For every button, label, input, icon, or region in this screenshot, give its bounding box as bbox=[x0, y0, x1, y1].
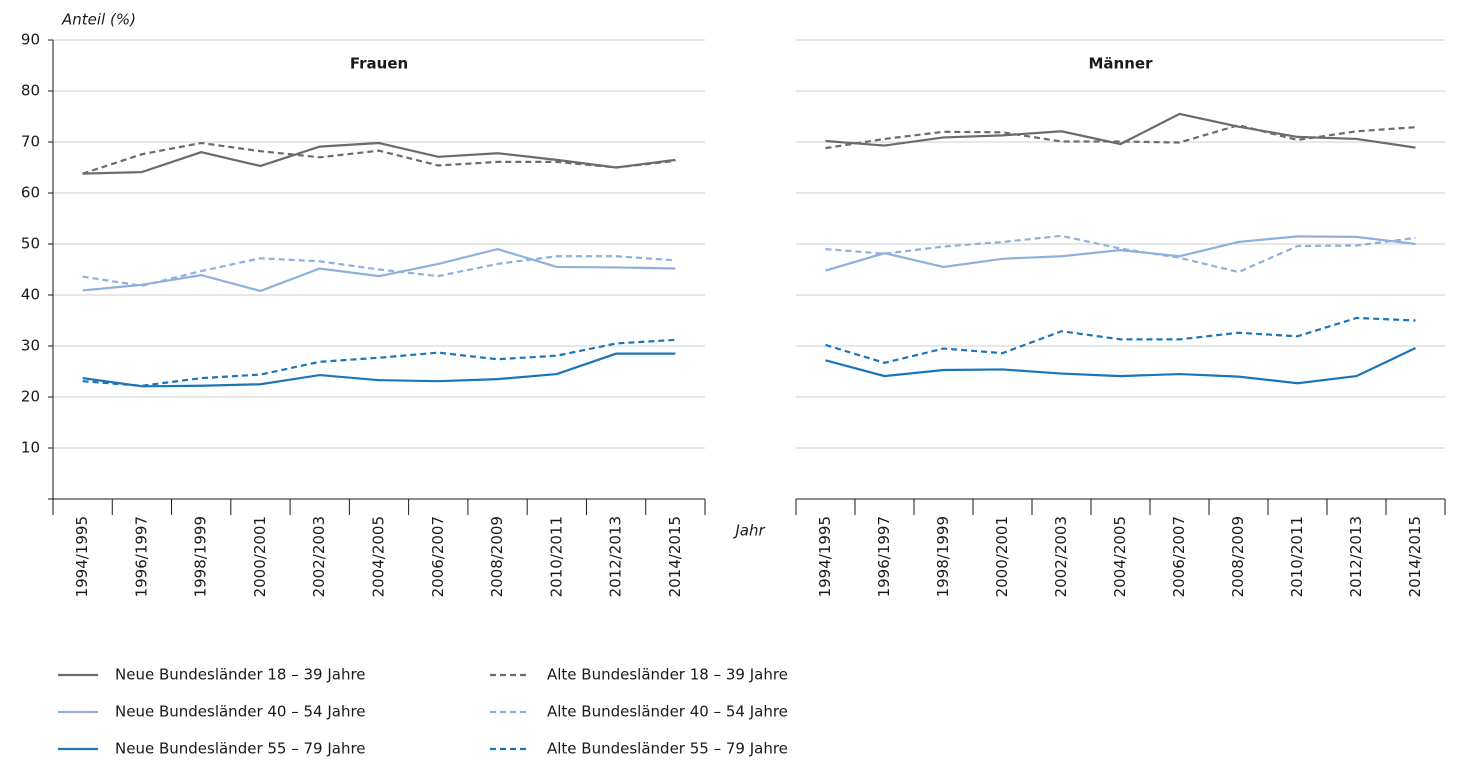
x-tick-label: 2008/2009 bbox=[488, 516, 506, 597]
line-series bbox=[825, 234, 1416, 274]
legend-label: Alte Bundesländer 40 – 54 Jahre bbox=[547, 703, 788, 721]
x-tick-label: 2000/2001 bbox=[993, 516, 1011, 597]
y-tick-label: 70 bbox=[21, 133, 40, 151]
x-tick-label: 1994/1995 bbox=[816, 516, 834, 597]
y-tick-label: 50 bbox=[21, 235, 40, 253]
line-series bbox=[825, 235, 1416, 272]
line-series bbox=[825, 316, 1416, 364]
x-tick-label: 1998/1999 bbox=[934, 516, 952, 597]
y-tick-label: 20 bbox=[21, 388, 40, 406]
x-tick-label: 2004/2005 bbox=[370, 516, 388, 597]
line-series bbox=[825, 112, 1416, 149]
y-tick-label: 80 bbox=[21, 82, 40, 100]
legend-label: Alte Bundesländer 55 – 79 Jahre bbox=[547, 740, 788, 758]
x-tick-label: 2004/2005 bbox=[1111, 516, 1129, 597]
legend-label: Alte Bundesländer 18 – 39 Jahre bbox=[547, 666, 788, 684]
x-tick-label: 1994/1995 bbox=[73, 516, 91, 597]
x-tick-label: 2012/2013 bbox=[1347, 516, 1365, 597]
y-axis-label: Anteil (%) bbox=[61, 11, 136, 29]
x-tick-label: 1998/1999 bbox=[192, 516, 210, 597]
x-tick-label: 2002/2003 bbox=[310, 516, 328, 597]
x-tick-label: 2014/2015 bbox=[1406, 516, 1424, 597]
y-tick-label: 40 bbox=[21, 286, 40, 304]
x-tick-label: 2000/2001 bbox=[251, 516, 269, 597]
line-series bbox=[82, 247, 676, 293]
x-tick-label: 2002/2003 bbox=[1052, 516, 1070, 597]
line-series bbox=[82, 255, 676, 287]
x-tick-label: 2014/2015 bbox=[666, 516, 684, 597]
panel-title: Männer bbox=[1089, 55, 1154, 73]
legend-label: Neue Bundesländer 55 – 79 Jahre bbox=[115, 740, 366, 758]
y-tick-label: 60 bbox=[21, 184, 40, 202]
x-tick-label: 2010/2011 bbox=[1288, 516, 1306, 597]
x-tick-label: 1996/1997 bbox=[875, 516, 893, 597]
x-axis-label: Jahr bbox=[732, 522, 765, 540]
legend-label: Neue Bundesländer 18 – 39 Jahre bbox=[115, 666, 366, 684]
y-tick-label: 90 bbox=[21, 31, 40, 49]
line-series bbox=[82, 352, 676, 388]
x-tick-label: 2010/2011 bbox=[547, 516, 565, 597]
x-tick-label: 2012/2013 bbox=[607, 516, 625, 597]
line-series bbox=[825, 347, 1416, 385]
y-tick-label: 30 bbox=[21, 337, 40, 355]
x-tick-label: 2006/2007 bbox=[1170, 516, 1188, 597]
line-series bbox=[82, 141, 676, 175]
line-series bbox=[82, 141, 676, 175]
y-tick-label: 10 bbox=[21, 439, 40, 457]
panel-title: Frauen bbox=[350, 55, 408, 73]
x-tick-label: 1996/1997 bbox=[132, 516, 150, 597]
legend-label: Neue Bundesländer 40 – 54 Jahre bbox=[115, 703, 366, 721]
x-tick-label: 2006/2007 bbox=[429, 516, 447, 597]
x-tick-label: 2008/2009 bbox=[1229, 516, 1247, 597]
